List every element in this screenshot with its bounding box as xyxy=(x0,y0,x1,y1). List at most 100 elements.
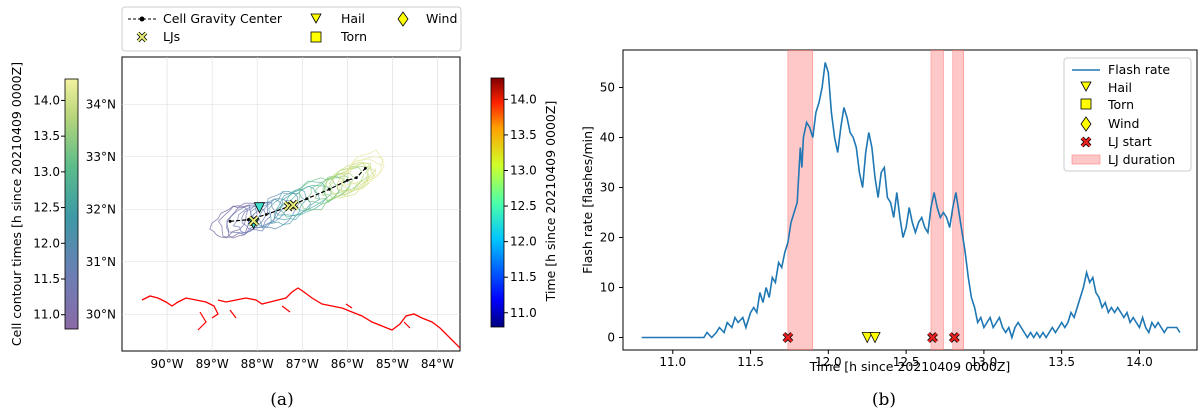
cell-contour xyxy=(338,158,383,193)
caption-a: (a) xyxy=(270,390,293,410)
y-axis-label: Flash rate [flashes/min] xyxy=(580,126,595,274)
x-tick-label: 12.5 xyxy=(893,355,920,369)
lon-tick-label: 90°W xyxy=(150,357,183,371)
legend-torn-icon xyxy=(310,31,322,43)
plot-axes: 11.0 11.5 12.0 12.5 13.0 13.5 14.0 0 10 20 30 40 50 xyxy=(600,81,1153,370)
event-markers xyxy=(782,332,960,344)
y-tick-label: 0 xyxy=(607,331,615,345)
legend-ljs-label: LJs xyxy=(163,29,180,44)
lat-tick-label: 34°N xyxy=(86,97,116,111)
lon-tick-label: 89°W xyxy=(196,357,229,371)
colorbar-tick-label: 14.0 xyxy=(33,93,60,107)
x-tick-label: 13.5 xyxy=(1048,355,1075,369)
legend-hail-label: Hail xyxy=(341,11,365,26)
map-axes: 90°W 89°W 88°W 87°W 86°W 85°W 84°W 30°N 31°N 32°N… xyxy=(86,97,454,371)
track-point xyxy=(264,213,268,216)
colorbar-tick-label: 13.0 xyxy=(33,165,60,179)
cell-contour xyxy=(268,191,307,225)
lon-tick-label: 84°W xyxy=(421,357,454,371)
track-point xyxy=(354,176,358,180)
legend-ljstart-label: LJ start xyxy=(1108,134,1152,149)
lj-start-marker xyxy=(782,332,794,343)
legend-ljs-icon xyxy=(136,31,148,43)
lj-duration-span xyxy=(930,50,944,350)
panel-b: 11.0 11.5 12.0 12.5 13.0 13.5 14.001020304050 … xyxy=(580,49,1198,410)
legend-cgc-label: Cell Gravity Center xyxy=(163,11,283,26)
legend-wind-icon xyxy=(397,11,409,27)
y-tick-label: 30 xyxy=(600,181,615,195)
right-colorbar-ticks: 11.0 11.5 12.0 12.5 13.0 13.5 14.0 xyxy=(504,92,537,320)
panel-a: 11.0 11.5 12.0 12.5 13.0 13.5 14.0 Cell contou… xyxy=(9,6,558,410)
track-point xyxy=(345,178,349,182)
track-point xyxy=(327,187,331,191)
lj-marker xyxy=(248,215,259,227)
cell-contour xyxy=(273,188,312,221)
y-tick-label: 50 xyxy=(600,81,615,95)
legend-ljstart-icon xyxy=(1080,136,1092,148)
lj-duration-span xyxy=(787,50,814,350)
x-tick-label: 14.0 xyxy=(1126,355,1153,369)
lat-tick-label: 30°N xyxy=(86,307,116,321)
coastline xyxy=(141,287,460,349)
flash-rate-line xyxy=(641,62,1181,341)
legend-wind-label: Wind xyxy=(1108,116,1139,131)
left-colorbar-label: Cell contour times [h since 20210409 000… xyxy=(9,62,24,346)
track-point xyxy=(305,197,309,201)
legend-hail-icon xyxy=(1080,81,1092,92)
legend-wind-label: Wind xyxy=(426,11,457,26)
legend-ljdur-icon xyxy=(1071,154,1101,165)
lj-start-marker xyxy=(927,332,938,343)
cell-contour xyxy=(336,162,371,196)
colorbar-tick-label: 13.5 xyxy=(33,129,60,143)
colorbar-tick-label: 12.5 xyxy=(33,201,60,215)
track-point xyxy=(228,219,232,223)
x-tick-label: 11.0 xyxy=(659,355,686,369)
cell-contour xyxy=(328,165,370,195)
lat-tick-label: 31°N xyxy=(86,255,116,269)
colorbar-tick-label: 11.0 xyxy=(510,306,537,320)
caption-b: (b) xyxy=(872,390,896,410)
map-legend: Cell Gravity Center LJs Hail Torn Wind xyxy=(121,6,462,52)
legend-hail-icon xyxy=(310,13,322,24)
colorbar-tick-label: 11.0 xyxy=(33,308,60,322)
legend-torn-icon xyxy=(1080,98,1092,110)
legend-hail-label: Hail xyxy=(1108,80,1132,95)
lon-tick-label: 88°W xyxy=(241,357,274,371)
colorbar-tick-label: 11.5 xyxy=(510,270,537,284)
lon-tick-label: 85°W xyxy=(376,357,409,371)
coastline-bay xyxy=(197,303,411,331)
y-tick-label: 10 xyxy=(600,281,615,295)
legend-torn-label: Torn xyxy=(340,29,367,44)
lat-tick-label: 33°N xyxy=(86,150,116,164)
hail-report-marker xyxy=(253,202,266,214)
colorbar-tick-label: 12.0 xyxy=(33,236,60,250)
track-point xyxy=(363,166,367,170)
left-colorbar-ticks: 11.0 11.5 12.0 12.5 13.0 13.5 14.0 xyxy=(33,93,65,322)
lat-tick-label: 32°N xyxy=(86,202,116,216)
legend-ljdur-label: LJ duration xyxy=(1108,152,1175,167)
x-tick-label: 11.5 xyxy=(737,355,764,369)
y-tick-label: 40 xyxy=(600,131,615,145)
y-tick-label: 20 xyxy=(600,231,615,245)
lj-start-marker xyxy=(948,332,960,343)
cell-contour xyxy=(347,149,385,185)
lon-tick-label: 87°W xyxy=(286,357,319,371)
legend-torn-label: Torn xyxy=(1107,97,1134,112)
x-tick-label: 13.0 xyxy=(971,355,998,369)
legend-flash-label: Flash rate xyxy=(1108,62,1170,77)
legend-wind-icon xyxy=(1080,116,1092,132)
flash-legend: Flash rate Hail Torn Wind LJ start LJ du… xyxy=(1063,57,1192,172)
x-axis-label: Time [h since 20210409 0000Z] xyxy=(809,359,1011,374)
colorbar-tick-label: 12.0 xyxy=(510,235,537,249)
lon-tick-label: 86°W xyxy=(331,357,364,371)
colorbar-tick-label: 12.5 xyxy=(510,199,537,213)
lj-duration-spans xyxy=(787,50,964,350)
left-colorbar xyxy=(64,78,79,330)
lj-marker xyxy=(287,199,299,211)
colorbar-tick-label: 14.0 xyxy=(510,92,537,106)
cell-contours xyxy=(209,149,385,239)
map-markers xyxy=(247,199,299,230)
lj-duration-span xyxy=(952,50,964,350)
right-colorbar xyxy=(490,77,505,328)
